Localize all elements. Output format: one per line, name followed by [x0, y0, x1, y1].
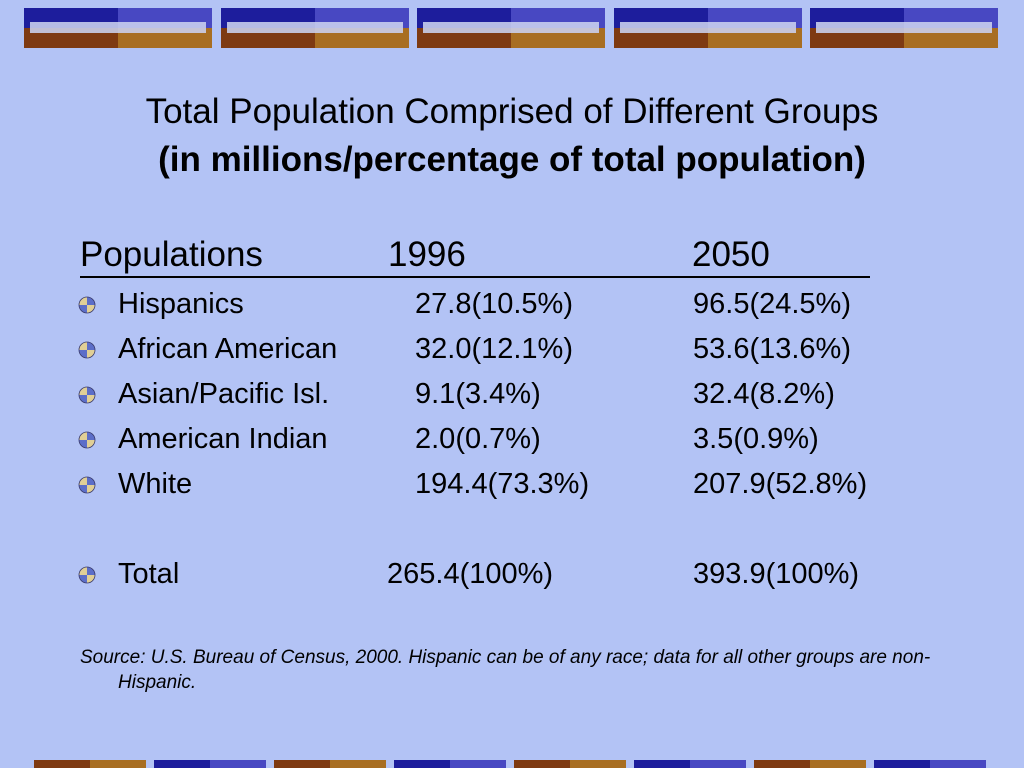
banner-tile [34, 760, 146, 768]
title-line-1: Total Population Comprised of Different … [145, 92, 879, 131]
source-note: Source: U.S. Bureau of Census, 2000. His… [80, 647, 931, 693]
table-row: African American 32.0(12.1%) 53.6(13.6%) [78, 329, 978, 369]
total-value-2050: 393.9(100%) [693, 558, 860, 590]
banner-tile [874, 760, 986, 768]
banner-tile [634, 760, 746, 768]
row-value-1996: 27.8(10.5%) [415, 288, 573, 320]
bottom-decorative-banner [34, 760, 1024, 768]
quartered-circle-bullet-icon [78, 431, 96, 449]
quartered-circle-bullet-icon [78, 296, 96, 314]
banner-tile [24, 8, 212, 48]
row-label: Asian/Pacific Isl. [118, 378, 330, 410]
quartered-circle-bullet-icon [78, 566, 96, 584]
row-label: Hispanics [118, 288, 244, 320]
row-value-2050: 3.5(0.9%) [693, 423, 819, 455]
banner-tile [154, 760, 266, 768]
title-line-2: (in millions/percentage of total populat… [158, 140, 866, 179]
row-value-2050: 32.4(8.2%) [693, 378, 835, 410]
row-value-2050: 53.6(13.6%) [693, 333, 851, 365]
banner-tile [394, 760, 506, 768]
slide-title: Total Population Comprised of Different … [0, 88, 1024, 184]
table-row-total: Total 265.4(100%) 393.9(100%) [78, 554, 978, 594]
table-row: American Indian 2.0(0.7%) 3.5(0.9%) [78, 419, 978, 459]
quartered-circle-bullet-icon [78, 476, 96, 494]
top-decorative-banner [24, 8, 998, 48]
row-label: American Indian [118, 423, 328, 455]
banner-tile [417, 8, 605, 48]
row-value-1996: 194.4(73.3%) [415, 468, 590, 500]
banner-tile [810, 8, 998, 48]
total-label: Total [118, 558, 180, 590]
row-value-1996: 9.1(3.4%) [415, 378, 541, 410]
table-row: White 194.4(73.3%) 207.9(52.8%) [78, 464, 978, 504]
quartered-circle-bullet-icon [78, 341, 96, 359]
header-1996: 1996 [388, 235, 466, 274]
quartered-circle-bullet-icon [78, 386, 96, 404]
header-populations: Populations [80, 235, 263, 274]
table-row: Hispanics 27.8(10.5%) 96.5(24.5%) [78, 284, 978, 324]
header-2050: 2050 [692, 235, 770, 274]
row-label: African American [118, 333, 338, 365]
banner-tile [754, 760, 866, 768]
table-header: Populations 1996 2050 [80, 234, 870, 278]
banner-tile [220, 8, 409, 48]
row-value-2050: 96.5(24.5%) [693, 288, 851, 320]
banner-tile [274, 760, 386, 768]
row-value-1996: 32.0(12.1%) [415, 333, 573, 365]
row-value-2050: 207.9(52.8%) [693, 468, 868, 500]
banner-tile [613, 8, 802, 48]
banner-tile [514, 760, 626, 768]
table-row: Asian/Pacific Isl. 9.1(3.4%) 32.4(8.2%) [78, 374, 978, 414]
row-label: White [118, 468, 193, 500]
row-value-1996: 2.0(0.7%) [415, 423, 541, 455]
total-value-1996: 265.4(100%) [387, 558, 554, 590]
